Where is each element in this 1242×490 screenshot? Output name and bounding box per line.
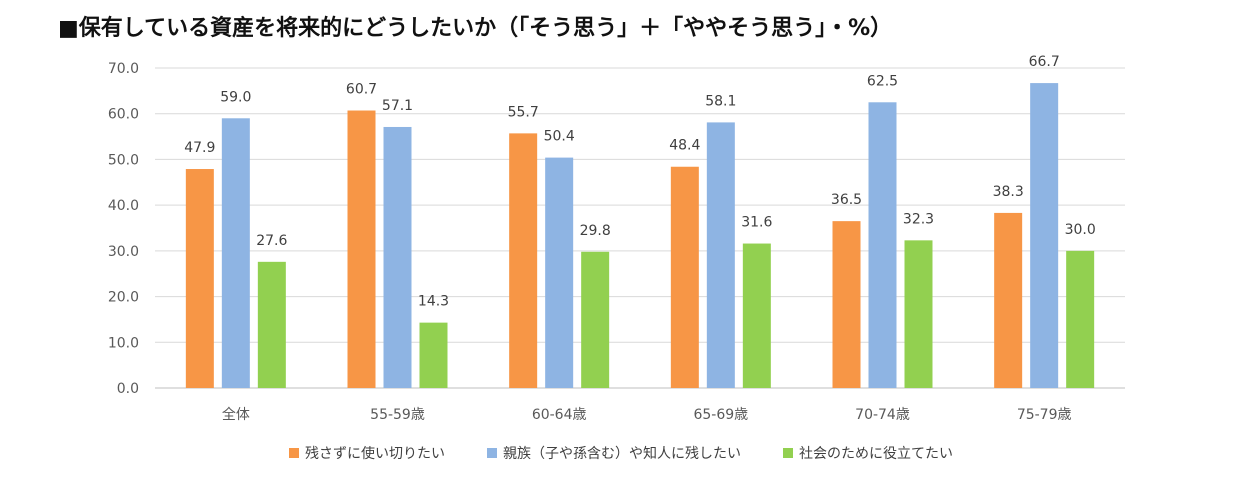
- data-label: 60.7: [346, 82, 377, 98]
- bar: [904, 240, 933, 388]
- legend-item-leave-to-family: 親族（子や孫含む）や知人に残したい: [487, 443, 741, 463]
- y-tick-label: 10.0: [108, 335, 139, 351]
- data-label: 27.6: [256, 233, 287, 249]
- legend-item-society: 社会のために役立てたい: [783, 443, 953, 463]
- legend-item-spend-all: 残さずに使い切りたい: [289, 443, 445, 463]
- data-label: 38.3: [993, 184, 1024, 200]
- data-label: 59.0: [220, 89, 251, 105]
- bar: [383, 126, 412, 388]
- y-tick-label: 60.0: [108, 107, 139, 123]
- y-tick-label: 40.0: [108, 198, 139, 214]
- bar: [347, 110, 376, 388]
- bar: [742, 243, 771, 388]
- y-tick-label: 30.0: [108, 244, 139, 260]
- x-tick-label: 全体: [222, 406, 250, 423]
- bar: [581, 251, 610, 388]
- data-label: 30.0: [1065, 222, 1096, 238]
- legend-swatch-blue: [487, 448, 497, 458]
- chart-legend: 残さずに使い切りたい 親族（子や孫含む）や知人に残したい 社会のために役立てたい: [0, 443, 1242, 463]
- data-label: 29.8: [580, 223, 611, 239]
- legend-swatch-green: [783, 448, 793, 458]
- x-tick-label: 60-64歳: [532, 407, 587, 423]
- bar: [1066, 250, 1095, 388]
- x-tick-label: 65-69歳: [693, 407, 748, 423]
- bar: [419, 322, 448, 388]
- bar: [185, 169, 214, 388]
- data-label: 31.6: [741, 215, 772, 231]
- bar: [1030, 83, 1059, 388]
- chart-title: ■保有している資産を将来的にどうしたいか（「そう思う」＋「ややそう思う」・%）: [58, 16, 893, 41]
- legend-label: 親族（子や孫含む）や知人に残したい: [503, 446, 741, 462]
- data-label: 36.5: [831, 192, 862, 208]
- data-label: 55.7: [508, 104, 539, 120]
- bar: [994, 212, 1023, 388]
- bar: [221, 118, 250, 389]
- bar: [545, 157, 574, 388]
- y-tick-label: 70.0: [108, 61, 139, 77]
- y-tick-label: 0.0: [117, 381, 139, 397]
- x-tick-label: 70-74歳: [855, 407, 910, 423]
- bar: [832, 221, 861, 388]
- data-label: 48.4: [669, 138, 700, 154]
- legend-swatch-orange: [289, 448, 299, 458]
- bar: [257, 261, 286, 388]
- legend-label: 残さずに使い切りたい: [305, 446, 445, 462]
- data-label: 47.9: [184, 140, 215, 156]
- data-label: 14.3: [418, 294, 449, 310]
- data-label: 62.5: [867, 73, 898, 89]
- y-tick-label: 50.0: [108, 152, 139, 168]
- data-label: 66.7: [1029, 54, 1060, 70]
- data-label: 50.4: [544, 129, 575, 145]
- bar: [670, 166, 699, 388]
- bar: [706, 122, 735, 389]
- bar: [868, 102, 897, 389]
- data-label: 32.3: [903, 211, 934, 227]
- data-label: 58.1: [705, 93, 736, 109]
- x-tick-label: 75-79歳: [1017, 407, 1072, 423]
- bar-chart: 0.0 10.0 20.0 30.0 40.0 50.0 60.0 70.0 47.9 59.0 2…: [108, 54, 1125, 423]
- y-tick-label: 20.0: [108, 290, 139, 306]
- legend-label: 社会のために役立てたい: [799, 446, 953, 462]
- x-tick-label: 55-59歳: [370, 407, 425, 423]
- data-label: 57.1: [382, 98, 413, 114]
- bar: [509, 133, 538, 388]
